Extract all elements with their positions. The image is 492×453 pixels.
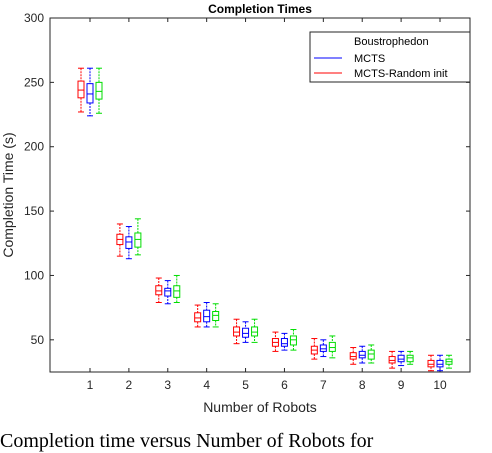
legend-label-boustrophedon: Boustrophedon <box>354 36 429 48</box>
box <box>164 287 172 297</box>
box <box>397 354 405 363</box>
box <box>212 310 220 322</box>
legend-box <box>309 31 471 83</box>
x-axis-label: Number of Robots <box>203 399 317 415</box>
y-axis-label: Completion Time (s) <box>0 132 16 257</box>
box <box>233 326 241 337</box>
box <box>134 232 142 248</box>
box-series <box>77 67 453 372</box>
figure-caption: Completion time versus Number of Robots … <box>0 430 374 452</box>
y-tick-label: 250 <box>24 75 44 89</box>
box <box>436 359 444 368</box>
x-tick-label: 8 <box>359 378 366 392</box>
y-tick-label: 300 <box>24 11 44 25</box>
box <box>319 344 327 352</box>
box <box>242 327 250 338</box>
legend-label-mcts-random-init: MCTS-Random init <box>354 68 448 80</box>
box <box>194 312 202 323</box>
box <box>280 338 288 347</box>
chart-title: Completion Times <box>208 2 312 16</box>
box <box>358 350 366 359</box>
box <box>173 285 181 298</box>
legend-label-mcts: MCTS <box>354 53 385 65</box>
y-tick-label: 100 <box>24 268 44 282</box>
x-tick-label: 5 <box>242 378 249 392</box>
x-tick-label: 9 <box>398 378 405 392</box>
boxplot-chart: Completion Times Number of Robots Comple… <box>0 2 471 415</box>
y-tick-label: 200 <box>24 140 44 154</box>
box <box>203 309 211 323</box>
box <box>388 356 396 364</box>
y-tick-label: 150 <box>24 204 44 218</box>
box <box>86 83 94 104</box>
x-axis-ticks: 1 2 3 4 5 6 7 8 9 10 <box>87 18 447 392</box>
box <box>406 354 414 363</box>
x-tick-label: 7 <box>320 378 327 392</box>
y-tick-label: 50 <box>31 333 45 347</box>
box <box>95 81 103 100</box>
x-tick-label: 6 <box>281 378 288 392</box>
x-tick-label: 3 <box>164 378 171 392</box>
legend: Boustrophedon MCTS MCTS-Random init <box>309 31 471 83</box>
box <box>125 236 133 249</box>
x-tick-label: 10 <box>433 378 447 392</box>
box <box>251 326 259 337</box>
box <box>77 80 85 99</box>
x-tick-label: 2 <box>126 378 133 392</box>
x-tick-label: 4 <box>203 378 210 392</box>
box <box>328 341 336 352</box>
y-axis-ticks: 50 100 150 200 250 300 <box>24 11 470 347</box>
box <box>349 352 357 360</box>
box <box>155 285 163 296</box>
box <box>289 335 297 346</box>
box <box>427 359 435 368</box>
x-tick-label: 1 <box>87 378 94 392</box>
box <box>367 349 375 360</box>
